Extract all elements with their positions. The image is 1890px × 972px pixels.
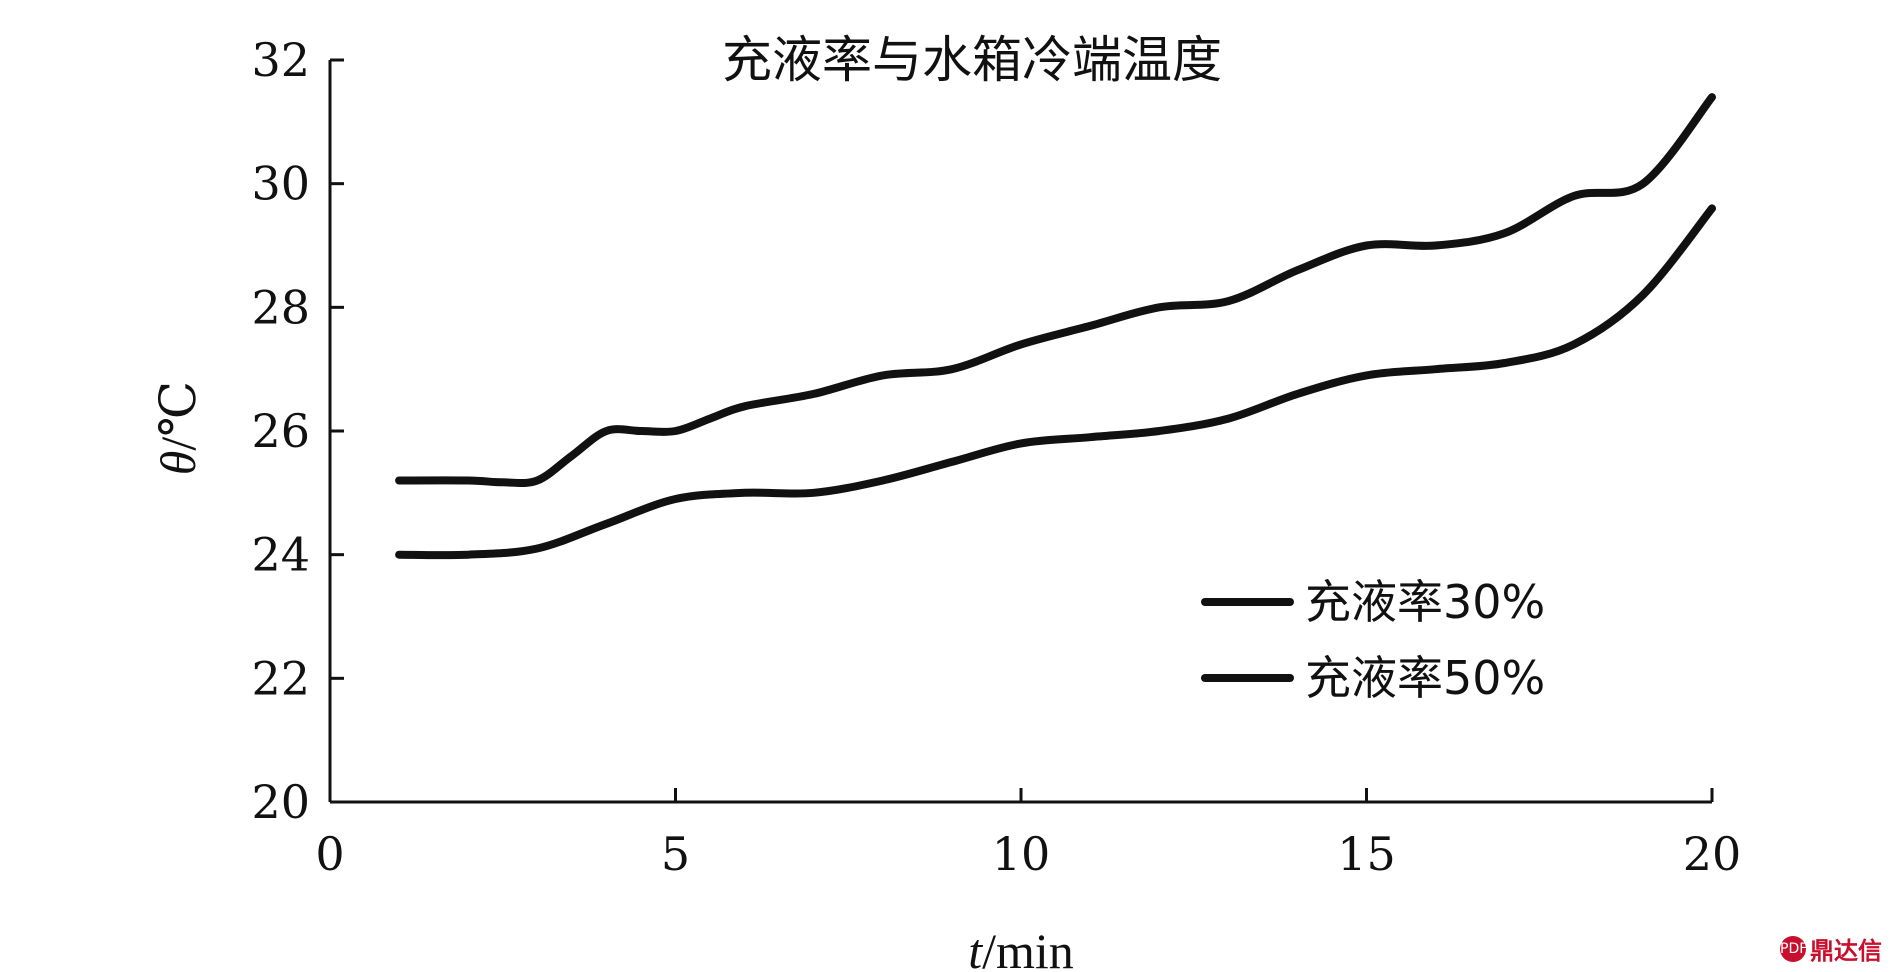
series-line-0 [395,93,1716,488]
chart-title: 充液率与水箱冷端温度 [722,31,1222,89]
x-tick-label: 20 [1683,827,1742,881]
watermark: PDF 鼎达信 [1780,931,1882,966]
x-tick-label: 0 [315,827,344,881]
x-axis-variable: t [968,923,983,972]
y-tick-label: 28 [251,280,310,334]
y-ticks: 20 22 24 26 28 30 32 [251,33,344,829]
y-axis-unit: /℃ [150,381,206,451]
legend-label-30: 充液率30% [1305,575,1545,629]
x-ticks: 0 5 10 15 20 [315,788,1741,881]
series-line-1 [395,204,1716,560]
y-axis-variable: θ [150,451,206,476]
watermark-logo-icon: PDF [1780,935,1807,962]
svg-text:θ/℃: θ/℃ [150,381,206,475]
x-tick-label: 10 [992,827,1051,881]
y-axis-title: θ/℃ [150,381,206,475]
x-tick-label: 15 [1337,827,1396,881]
y-tick-label: 20 [251,775,310,829]
legend-label-50: 充液率50% [1305,651,1545,705]
legend: 充液率30% 充液率50% [1201,575,1545,705]
x-axis-unit: /min [982,923,1074,972]
watermark-text: 鼎达信 [1810,937,1882,965]
y-tick-label: 32 [251,33,310,87]
y-tick-label: 22 [251,651,310,705]
y-tick-label: 24 [251,528,310,582]
x-tick-label: 5 [661,827,690,881]
y-tick-label: 30 [251,157,310,211]
x-axis-title: t/min [968,923,1074,972]
y-tick-label: 26 [251,404,310,458]
series-layer [395,93,1716,560]
